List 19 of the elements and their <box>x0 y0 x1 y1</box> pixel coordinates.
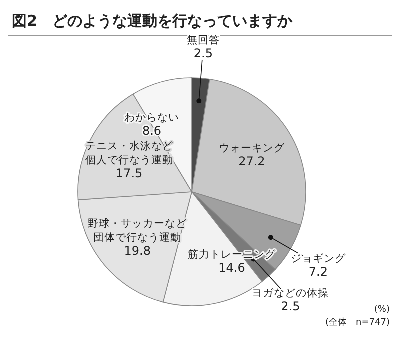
slice-label: 筋力トレーニング <box>188 248 277 262</box>
slice-label: ジョギング <box>290 253 347 265</box>
slice-label: わからない <box>124 112 180 124</box>
slice-label: テニス・水泳など個人で行なう運動 <box>85 139 174 166</box>
slice-label: 野球・サッカーなど団体で行なう運動 <box>88 217 188 244</box>
data-label: 14.6 <box>218 261 246 276</box>
data-label: 7.2 <box>308 265 328 279</box>
slice-label: ヨガなどの体操 <box>252 288 330 300</box>
data-label: 2.5 <box>194 46 214 60</box>
data-label: 8.6 <box>142 124 162 138</box>
data-label: 19.8 <box>124 244 151 258</box>
chart-title: 図2 どのような運動を行なっていますか <box>12 12 294 30</box>
slice-label: ウォーキング <box>218 142 286 155</box>
data-label: 2.5 <box>281 300 300 314</box>
data-label: 27.2 <box>238 154 266 169</box>
text: (%) <box>374 305 390 315</box>
slice-label: 無回答 <box>186 34 220 46</box>
text: (全体 n=747) <box>326 317 390 328</box>
data-label: 17.5 <box>116 166 143 180</box>
